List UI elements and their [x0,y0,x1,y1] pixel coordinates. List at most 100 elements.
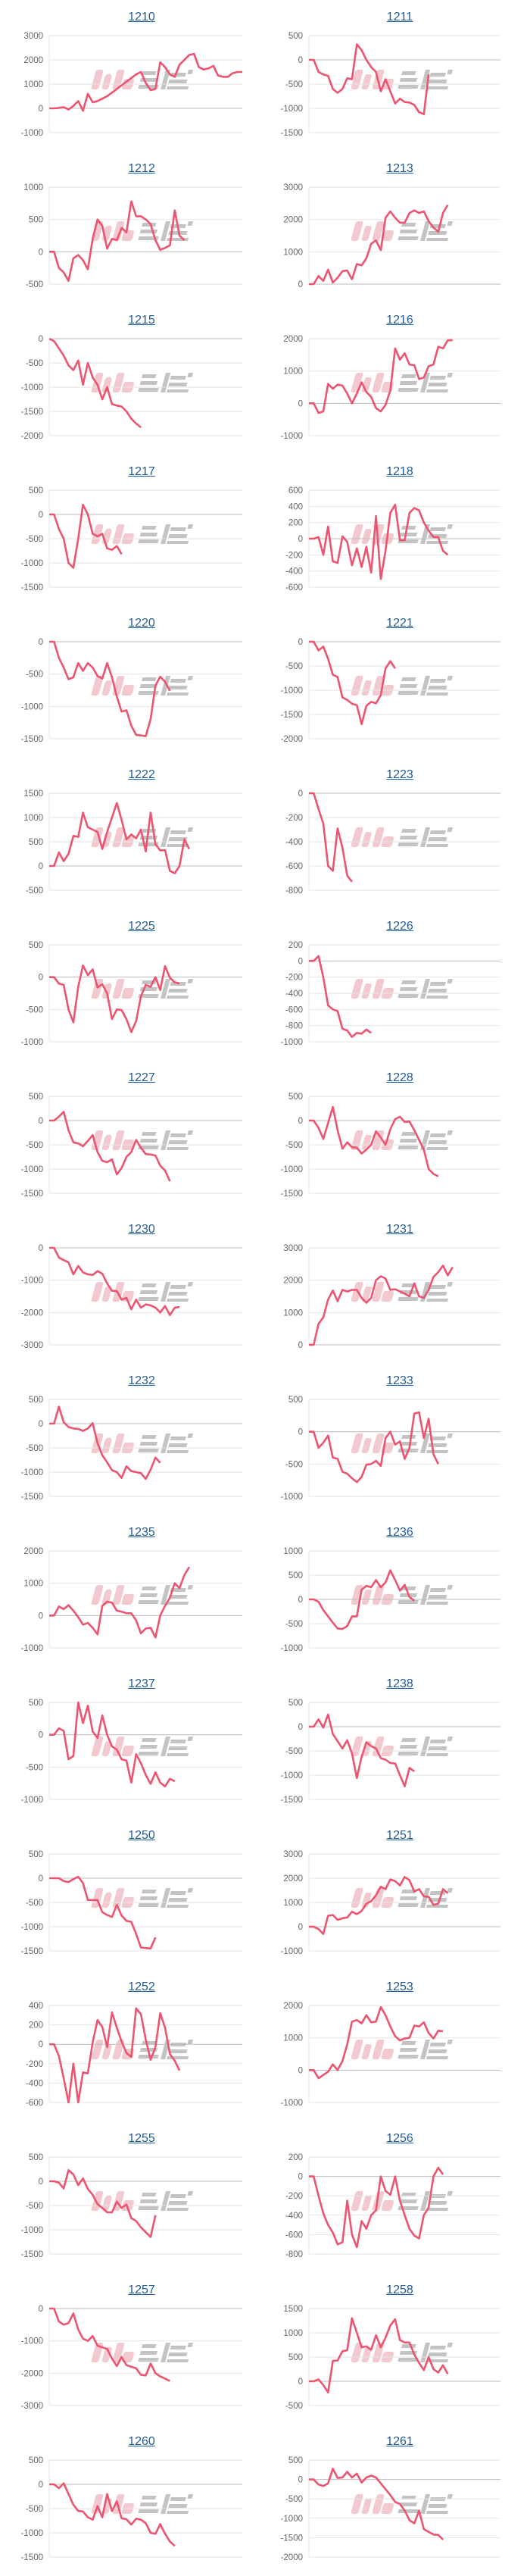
y-tick-label: -200 [285,974,303,983]
y-tick-label: -3000 [21,2402,43,2411]
y-tick-label: -1000 [21,2226,43,2235]
chart-title-link[interactable]: 1222 [128,768,155,781]
y-tick-label: 500 [29,1396,43,1405]
chart-title-link[interactable]: 1228 [386,1071,413,1084]
chart-title-link[interactable]: 1211 [386,11,413,23]
chart-title-link[interactable]: 1225 [128,920,155,933]
y-tick-label: -1500 [21,1190,43,1199]
y-tick-label: 500 [288,32,303,41]
chart-title-link[interactable]: 1217 [128,465,155,478]
chart-title-link[interactable]: 1258 [386,2284,413,2296]
chart-title-link[interactable]: 1252 [128,1980,155,1993]
chart-panel: 1237 500 0 -500 -1000 [0,1667,265,1818]
watermark-logo [351,827,453,847]
line-chart: 600 400 200 0 -200 -400 -600 [285,486,500,592]
chart-title-link[interactable]: 1236 [386,1526,413,1539]
y-tick-label: -1000 [21,383,43,392]
chart-title-link[interactable]: 1227 [128,1071,155,1084]
chart-title-link[interactable]: 1221 [386,617,413,630]
y-tick-label: -3000 [21,1341,43,1350]
chart-title-link[interactable]: 1215 [128,314,155,327]
series-line [309,1411,439,1483]
y-tick-label: -1000 [21,1468,43,1477]
chart-title-link[interactable]: 1261 [386,2435,413,2448]
line-chart: 3000 2000 1000 0 -1000 [281,1850,500,1956]
y-tick-label: -800 [285,886,303,896]
chart-title-link[interactable]: 1218 [386,465,413,478]
line-chart: 200 0 -200 -400 -600 -800 [285,2153,500,2259]
chart-title-link[interactable]: 1223 [386,768,413,781]
y-tick-label: -2000 [21,1308,43,1318]
y-tick-label: 500 [288,2353,303,2362]
y-tick-label: 3000 [23,32,43,41]
y-tick-label: -1000 [281,2515,303,2524]
chart-title-link[interactable]: 1256 [386,2132,413,2145]
watermark-logo [91,979,193,999]
chart-title-link[interactable]: 1210 [128,11,155,23]
y-tick-label: -400 [285,2212,303,2221]
y-tick-label: -500 [285,1747,303,1756]
chart-title-link[interactable]: 1213 [386,162,413,175]
y-tick-label: 1500 [283,2305,303,2314]
y-tick-label: -1000 [281,105,303,114]
y-tick-label: 200 [288,519,303,528]
chart-title-link[interactable]: 1233 [386,1374,413,1387]
y-tick-label: -1000 [21,1277,43,1286]
y-tick-label: 0 [298,399,303,408]
y-tick-label: -1000 [281,686,303,696]
line-chart: 500 0 -500 -1000 -1500 [281,32,500,138]
y-tick-label: 2000 [23,56,43,65]
line-chart: 500 0 -500 -1000 -1500 [21,2456,242,2562]
y-tick-label: 1000 [283,1308,303,1318]
chart-title-link[interactable]: 1231 [386,1223,413,1236]
chart-panel: 1257 0 -1000 -2000 -3000 [0,2273,265,2424]
chart-title-link[interactable]: 1230 [128,1223,155,1236]
y-tick-label: -1500 [21,2250,43,2259]
y-tick-label: -1500 [21,583,43,592]
chart-title-link[interactable]: 1250 [128,1829,155,1842]
y-tick-label: 0 [39,511,43,520]
chart-title-link[interactable]: 1226 [386,920,413,933]
chart-title-link[interactable]: 1253 [386,1980,413,1993]
chart-panel: 1250 500 0 -500 -1000 -1500 [0,1818,265,1970]
chart-title-link[interactable]: 1260 [128,2435,155,2448]
series-line [48,337,142,429]
watermark-logo [91,676,193,696]
y-tick-label: -500 [26,535,43,544]
y-tick-label: -1000 [21,2337,43,2346]
y-tick-label: 500 [29,1093,43,1102]
y-tick-label: -600 [285,1005,303,1014]
chart-panel: 1223 0 -200 -400 -600 -800 [261,758,526,909]
y-tick-label: -1000 [21,2529,43,2538]
y-tick-label: 500 [29,838,43,847]
y-tick-label: 2000 [283,2002,303,2011]
y-tick-label: -1000 [21,1796,43,1805]
chart-title-link[interactable]: 1235 [128,1526,155,1539]
line-chart: 500 0 -500 -1000 [281,1396,500,1502]
y-tick-label: -1500 [21,735,43,744]
chart-title-link[interactable]: 1255 [128,2132,155,2145]
chart-title-link[interactable]: 1232 [128,1374,155,1387]
y-tick-label: -500 [285,1141,303,1150]
chart-panel: 1236 1000 500 0 -500 -1000 [261,1515,526,1667]
chart-title-link[interactable]: 1238 [386,1677,413,1690]
line-chart: 500 0 -500 -1000 -1500 -2000 [281,2456,500,2562]
chart-title-link[interactable]: 1237 [128,1677,155,1690]
y-tick-label: -600 [26,2099,43,2108]
y-tick-label: 0 [39,105,43,114]
y-tick-label: -800 [285,1022,303,1031]
y-tick-label: 500 [29,941,43,950]
chart-title-link[interactable]: 1220 [128,617,155,630]
chart-title-link[interactable]: 1251 [386,1829,413,1842]
y-tick-label: -500 [285,1460,303,1469]
y-tick-label: 0 [39,1420,43,1429]
series-line [309,792,353,883]
line-chart: 500 0 -500 -1000 -1500 [281,1093,500,1199]
y-tick-label: 500 [29,2456,43,2465]
chart-title-link[interactable]: 1257 [128,2284,155,2296]
chart-title-link[interactable]: 1216 [386,314,413,327]
chart-panel: 1215 0 -500 -1000 -1500 -2000 [0,303,265,455]
chart-panel: 1210 3000 2000 1000 0 -1000 [0,0,265,152]
y-tick-label: 0 [39,2481,43,2490]
chart-title-link[interactable]: 1212 [128,162,155,175]
